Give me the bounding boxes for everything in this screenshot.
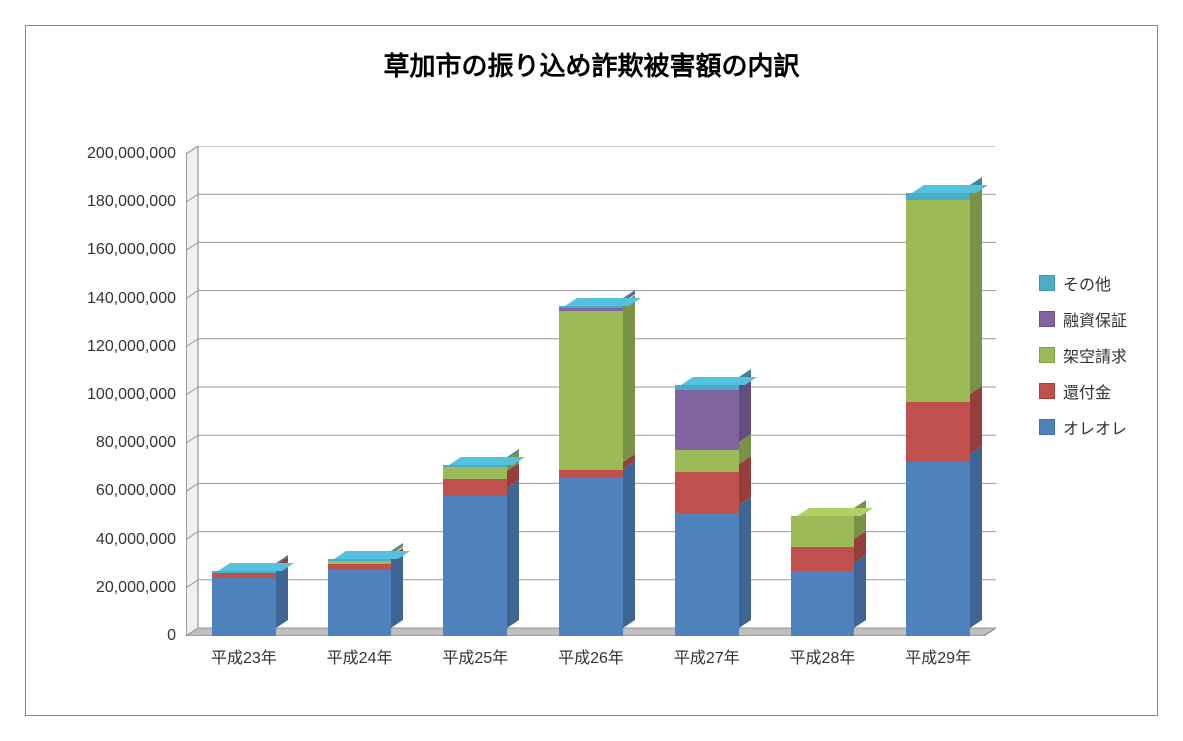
bar-top-face — [681, 377, 757, 385]
legend-item: 還付金 — [1039, 379, 1127, 403]
bar-segment — [212, 578, 276, 636]
bar-top-face — [565, 298, 641, 306]
legend-swatch — [1039, 275, 1055, 291]
y-tick-label: 160,000,000 — [66, 241, 176, 259]
bar-segment — [791, 571, 855, 636]
legend-swatch — [1039, 311, 1055, 327]
bar-segment — [791, 516, 855, 547]
y-tick-label: 40,000,000 — [66, 531, 176, 549]
y-tick-label: 60,000,000 — [66, 482, 176, 500]
chart-title: 草加市の振り込め詐欺被害額の内訳 — [26, 46, 1157, 83]
bar-top-face — [912, 185, 988, 193]
x-tick-label: 平成27年 — [649, 644, 765, 674]
bar-segment — [328, 561, 392, 563]
legend-label: 架空請求 — [1063, 343, 1127, 367]
bar-segment — [212, 571, 276, 573]
y-axis-labels: 020,000,00040,000,00060,000,00080,000,00… — [66, 146, 176, 636]
bar-top-face — [449, 457, 525, 465]
bar-segment — [559, 306, 623, 308]
bar-segment — [675, 390, 739, 450]
bar-segment — [559, 311, 623, 470]
y-tick-label: 100,000,000 — [66, 386, 176, 404]
bar-segment — [559, 470, 623, 477]
x-tick-label: 平成28年 — [765, 644, 881, 674]
y-tick-label: 120,000,000 — [66, 338, 176, 356]
legend-label: オレオレ — [1063, 415, 1127, 439]
bar-segment — [906, 200, 970, 402]
y-tick-label: 200,000,000 — [66, 145, 176, 163]
y-tick-label: 80,000,000 — [66, 434, 176, 452]
bar-segment — [443, 496, 507, 636]
bar-segment — [559, 308, 623, 310]
x-tick-label: 平成24年 — [302, 644, 418, 674]
bar-top-face — [797, 508, 873, 516]
legend-swatch — [1039, 419, 1055, 435]
legend-item: 融資保証 — [1039, 307, 1127, 331]
bar-segment — [906, 462, 970, 636]
y-tick-label: 20,000,000 — [66, 579, 176, 597]
x-tick-label: 平成23年 — [186, 644, 302, 674]
bar-segment — [443, 465, 507, 467]
plot-area — [186, 146, 996, 636]
legend-label: 還付金 — [1063, 379, 1111, 403]
legend-swatch — [1039, 347, 1055, 363]
bar-top-face — [218, 563, 294, 571]
legend-label: 融資保証 — [1063, 307, 1127, 331]
bar-segment — [906, 193, 970, 200]
bar-segment — [675, 385, 739, 390]
bar-segment — [443, 467, 507, 479]
legend: その他融資保証架空請求還付金オレオレ — [1039, 271, 1127, 451]
y-tick-label: 140,000,000 — [66, 290, 176, 308]
bar-segment — [212, 573, 276, 578]
legend-label: その他 — [1063, 271, 1111, 295]
legend-item: オレオレ — [1039, 415, 1127, 439]
bars-layer — [186, 146, 996, 636]
y-tick-label: 0 — [66, 627, 176, 645]
bar-segment — [559, 477, 623, 636]
x-axis-labels: 平成23年平成24年平成25年平成26年平成27年平成28年平成29年 — [186, 644, 996, 674]
bar-segment — [328, 559, 392, 561]
bar-segment — [328, 564, 392, 569]
x-tick-label: 平成25年 — [417, 644, 533, 674]
y-tick-label: 180,000,000 — [66, 193, 176, 211]
bar-segment — [791, 547, 855, 571]
bar-segment — [906, 402, 970, 462]
bar-segment — [675, 450, 739, 472]
legend-item: 架空請求 — [1039, 343, 1127, 367]
bar-segment — [675, 472, 739, 513]
bar-segment — [675, 513, 739, 636]
bar-top-face — [334, 551, 410, 559]
legend-swatch — [1039, 383, 1055, 399]
legend-item: その他 — [1039, 271, 1127, 295]
bar-segment — [328, 569, 392, 636]
bar-segment — [443, 479, 507, 496]
x-tick-label: 平成29年 — [880, 644, 996, 674]
x-tick-label: 平成26年 — [533, 644, 649, 674]
chart-frame: 草加市の振り込め詐欺被害額の内訳 0 20,000,000 40,000,000 60… — [25, 25, 1158, 716]
